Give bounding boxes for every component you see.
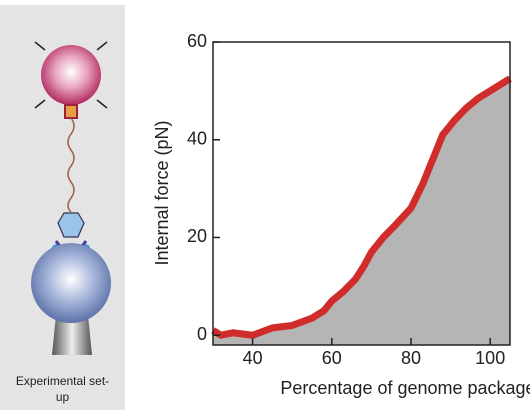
area-fill: [213, 78, 510, 345]
x-tick-label: 40: [243, 348, 263, 368]
plot-frame: [212, 41, 511, 346]
setup-caption: Experimental set-up: [15, 374, 110, 404]
setup-diagram: [31, 41, 111, 355]
y-tick-label: 20: [187, 226, 207, 246]
x-tick-label: 60: [322, 348, 342, 368]
y-axis-label: Internal force (pN): [152, 120, 172, 265]
y-tick-label: 60: [187, 31, 207, 51]
x-tick-label: 80: [401, 348, 421, 368]
setup-panel: Experimental set-up: [0, 5, 125, 410]
y-tick-label: 40: [187, 128, 207, 148]
y-tick-label: 0: [197, 324, 207, 344]
x-axis-label: Percentage of genome packaged: [280, 378, 530, 398]
data-line: [211, 75, 512, 339]
x-tick-label: 100: [475, 348, 505, 368]
